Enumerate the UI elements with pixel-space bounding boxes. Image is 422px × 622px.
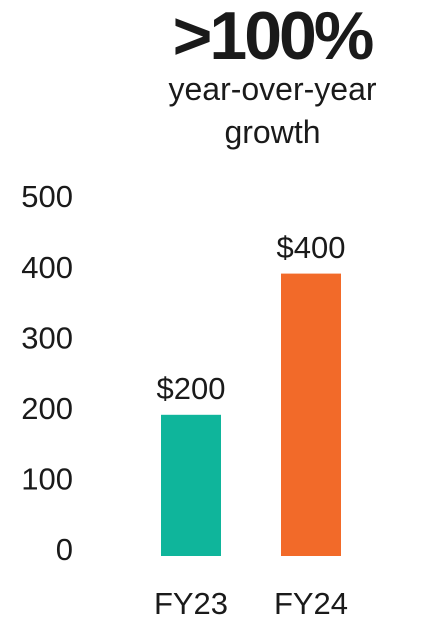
chart-subtitle: year-over-year growth [168,71,377,150]
x-tick-label: FY24 [274,586,348,621]
value-label: $400 [277,230,346,265]
y-tick-label: 100 [21,462,73,497]
chart-title: >100% [172,0,375,74]
y-tick-label: 500 [21,179,73,214]
x-tick-label: FY23 [154,586,228,621]
y-tick-label: 200 [21,391,73,426]
y-tick-label: 300 [21,320,73,355]
value-label: $200 [157,371,226,406]
bar [281,273,341,556]
y-tick-label: 400 [21,250,73,285]
bar [161,414,221,556]
y-tick-label: 0 [56,532,73,567]
